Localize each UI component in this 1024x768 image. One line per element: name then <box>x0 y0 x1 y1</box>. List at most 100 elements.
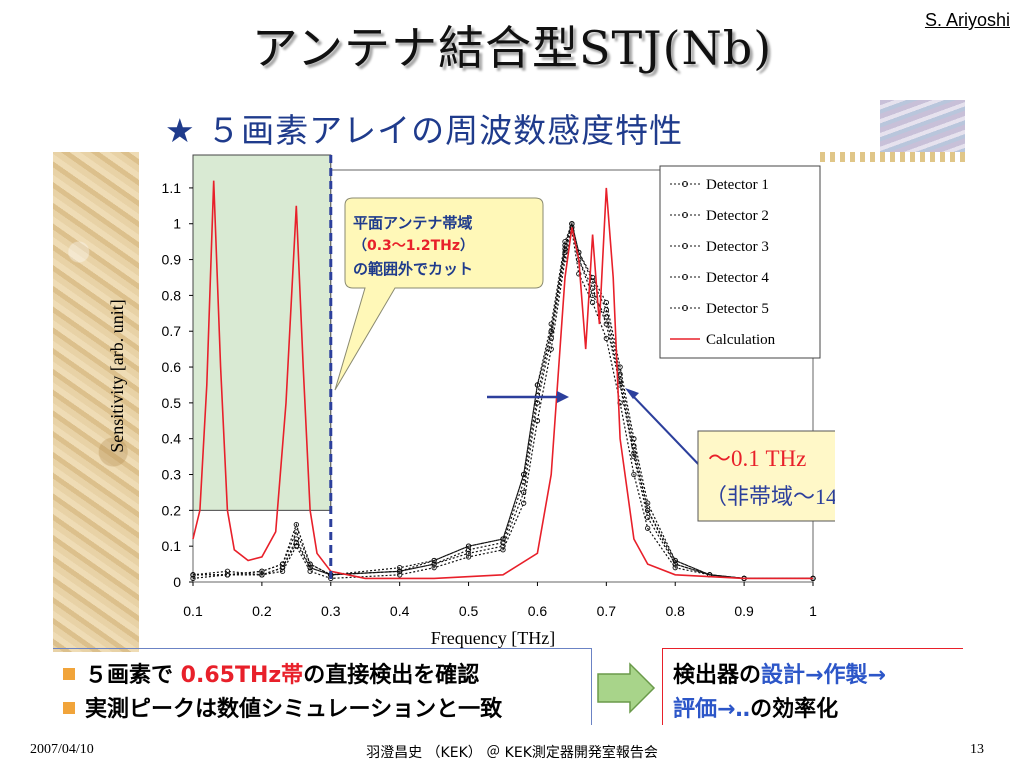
detector-point <box>534 400 541 406</box>
right-arrow-icon <box>597 662 656 714</box>
y-tick-label: 1.1 <box>162 180 182 196</box>
y-tick-label: 0.6 <box>162 359 182 375</box>
legend-box <box>659 165 821 359</box>
detector-point <box>431 557 437 564</box>
footer-date: 2007/04/10 <box>30 742 94 757</box>
x-tick-label: 0.3 <box>321 603 341 619</box>
callout-left-line3: の範囲外でカット <box>353 260 473 278</box>
arrowhead-right-icon <box>625 388 639 399</box>
detector-point <box>589 299 596 306</box>
y-tick-label: 0.5 <box>162 395 182 411</box>
bullet-box: ５画素で 0.65THz帯の直接検出を確認 実測ピークは数値シミュレーションと一… <box>53 648 592 725</box>
detector-point <box>293 543 299 549</box>
detector-point <box>293 522 299 528</box>
x-tick-label: 0.8 <box>665 603 685 619</box>
detector-point <box>465 543 472 549</box>
callout-right-line1: 〜0.1 THz <box>708 446 806 471</box>
detector-point <box>603 299 609 306</box>
detector-point <box>259 568 265 574</box>
x-axis-label: Frequency [THz] <box>431 628 555 648</box>
detector-point <box>603 307 609 313</box>
detector-point <box>521 500 527 506</box>
efficiency-line-2: 評価→‥の効率化 <box>673 691 838 723</box>
detector-point <box>645 507 651 513</box>
bullet-1-text-a: ５画素で <box>85 663 181 688</box>
detector-point <box>190 572 196 578</box>
detector-point <box>279 568 286 574</box>
detector-point <box>293 539 299 546</box>
out-of-band-region <box>192 154 332 511</box>
detector-series-line <box>193 221 813 579</box>
detector-series-line <box>193 221 813 579</box>
bullet-2: 実測ピークは数値シミュレーションと一致 <box>63 691 502 723</box>
detector-point <box>500 539 506 546</box>
detector-point <box>397 572 403 578</box>
callout-left-line2-b: ） <box>460 238 474 254</box>
legend-label: Detector 3 <box>706 239 769 255</box>
detector-point <box>465 554 472 560</box>
callout-left-line2-red: 0.3〜1.2THz <box>367 238 460 254</box>
detector-point <box>431 565 437 571</box>
detector-point <box>190 575 196 582</box>
detector-point <box>562 246 568 252</box>
detector-point <box>631 450 637 456</box>
efficiency-line-1-b: 設計→作製→ <box>761 663 886 688</box>
efficiency-line-1: 検出器の設計→作製→ <box>673 657 886 689</box>
detector-point <box>672 561 678 567</box>
legend-label: Detector 4 <box>706 270 769 286</box>
bullet-1: ５画素で 0.65THz帯の直接検出を確認 <box>63 657 479 689</box>
detector-point <box>431 561 437 567</box>
efficiency-line-2-b: の効率化 <box>750 697 839 722</box>
callout-left-line2-a: （ <box>353 238 367 254</box>
bullet-1-highlight: 0.65THz帯 <box>180 663 304 688</box>
bullet-square-icon <box>63 668 75 680</box>
arrowhead-left-icon <box>557 391 569 403</box>
detector-point <box>534 418 541 424</box>
x-tick-label: 0.7 <box>597 603 617 619</box>
legend-marker <box>682 181 688 187</box>
detector-point <box>224 572 231 578</box>
x-tick-label: 0.4 <box>390 603 410 619</box>
detector-point <box>562 242 568 248</box>
y-tick-label: 0.2 <box>162 502 182 518</box>
efficiency-line-1-a: 検出器の <box>673 663 762 688</box>
detector-point <box>521 471 527 478</box>
detector-point <box>631 443 637 449</box>
decorative-dot-row <box>820 152 970 162</box>
detector-point <box>631 471 637 478</box>
legend-label: Detector 1 <box>706 177 769 193</box>
slide-title: アンテナ結合型STJ(Nb) <box>251 21 773 75</box>
detector-point <box>603 321 609 327</box>
slide-subtitle: ★ ５画素アレイの周波数感度特性 <box>165 111 684 150</box>
y-tick-label: 0.9 <box>162 252 182 268</box>
detector-point <box>548 328 554 334</box>
x-tick-label: 0.2 <box>252 603 272 619</box>
decorative-texture-left <box>53 152 139 652</box>
legend-label: Detector 2 <box>706 208 769 224</box>
bullet-2-text: 実測ピークは数値シミュレーションと一致 <box>85 697 503 722</box>
y-tick-label: 0 <box>173 574 181 590</box>
detector-series-line <box>192 223 813 579</box>
x-tick-label: 1 <box>809 603 817 619</box>
detector-point <box>397 568 403 574</box>
detector-point <box>500 547 506 553</box>
frequency-sensitivity-chart: 00.10.20.30.40.50.60.70.80.911.10.1 0.2 0.… <box>107 154 835 648</box>
x-tick-label: 0.5 <box>459 603 479 619</box>
y-tick-label: 0.1 <box>162 538 182 554</box>
legend-marker <box>682 305 688 311</box>
detector-point <box>521 479 527 485</box>
detector-point <box>548 346 554 352</box>
bullet-1-text-b: の直接検出を確認 <box>303 663 480 688</box>
detector-point <box>562 249 568 256</box>
y-tick-label: 0.4 <box>162 431 182 447</box>
detector-point <box>259 572 265 578</box>
y-tick-label: 0.7 <box>162 323 182 339</box>
callout-box-right <box>697 430 835 522</box>
detector-point <box>603 335 609 342</box>
x-tick-label: 0.9 <box>734 603 754 619</box>
detector-point <box>279 565 286 571</box>
callout-left-line1: 平面アンテナ帯域 <box>353 214 472 232</box>
decorative-texture-right <box>880 100 965 152</box>
detector-point <box>645 525 651 531</box>
legend-marker <box>682 274 688 280</box>
